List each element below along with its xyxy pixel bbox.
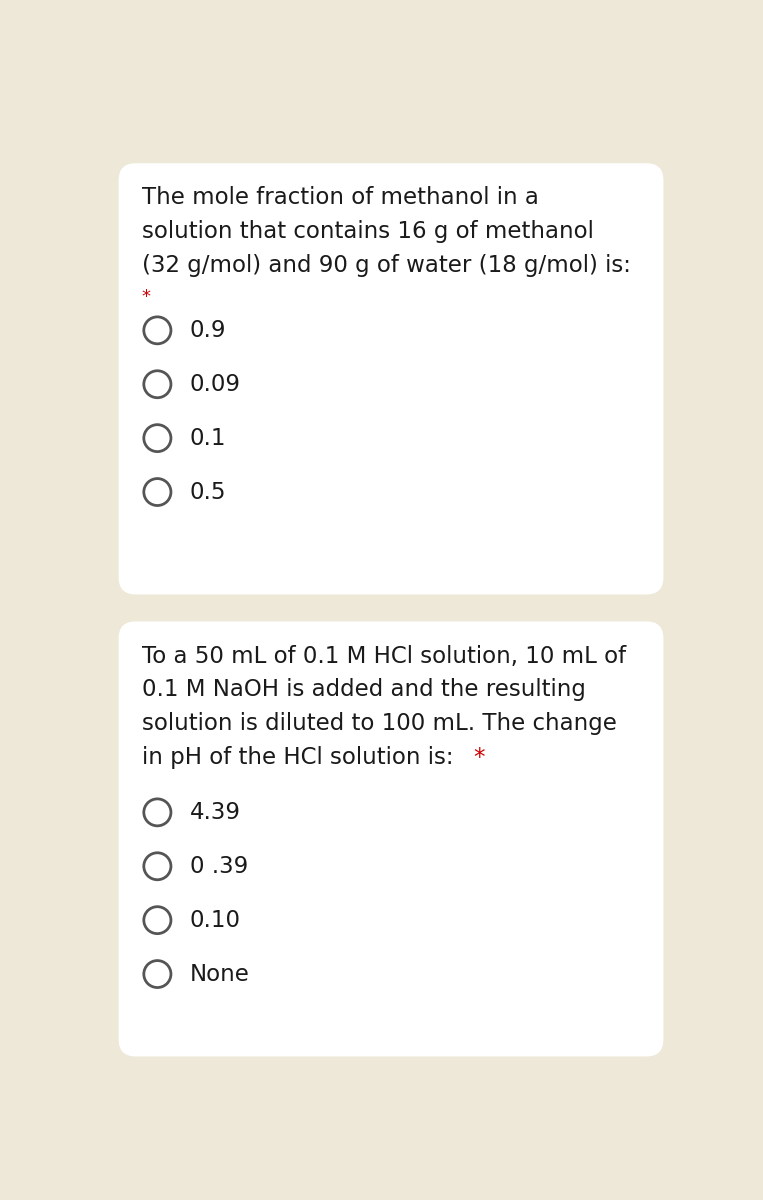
FancyBboxPatch shape bbox=[118, 163, 664, 594]
Text: *: * bbox=[474, 746, 485, 769]
Text: None: None bbox=[190, 962, 250, 985]
Text: 0 .39: 0 .39 bbox=[190, 854, 248, 877]
Text: 0.5: 0.5 bbox=[190, 480, 227, 504]
FancyBboxPatch shape bbox=[118, 622, 664, 1056]
Text: (32 g/mol) and 90 g of water (18 g/mol) is:: (32 g/mol) and 90 g of water (18 g/mol) … bbox=[142, 254, 631, 277]
Text: 0.09: 0.09 bbox=[190, 373, 241, 396]
Text: solution is diluted to 100 mL. The change: solution is diluted to 100 mL. The chang… bbox=[142, 713, 617, 736]
Text: 0.9: 0.9 bbox=[190, 319, 227, 342]
Text: The mole fraction of methanol in a: The mole fraction of methanol in a bbox=[142, 186, 539, 209]
Text: 0.1 M NaOH is added and the resulting: 0.1 M NaOH is added and the resulting bbox=[142, 678, 586, 701]
Text: *: * bbox=[142, 288, 151, 306]
Text: To a 50 mL of 0.1 M HCl solution, 10 mL of: To a 50 mL of 0.1 M HCl solution, 10 mL … bbox=[142, 644, 626, 667]
Text: in pH of the HCl solution is:: in pH of the HCl solution is: bbox=[142, 746, 461, 769]
Text: 4.39: 4.39 bbox=[190, 800, 241, 824]
Text: solution that contains 16 g of methanol: solution that contains 16 g of methanol bbox=[142, 221, 594, 244]
Text: 0.10: 0.10 bbox=[190, 908, 241, 931]
Text: 0.1: 0.1 bbox=[190, 427, 227, 450]
